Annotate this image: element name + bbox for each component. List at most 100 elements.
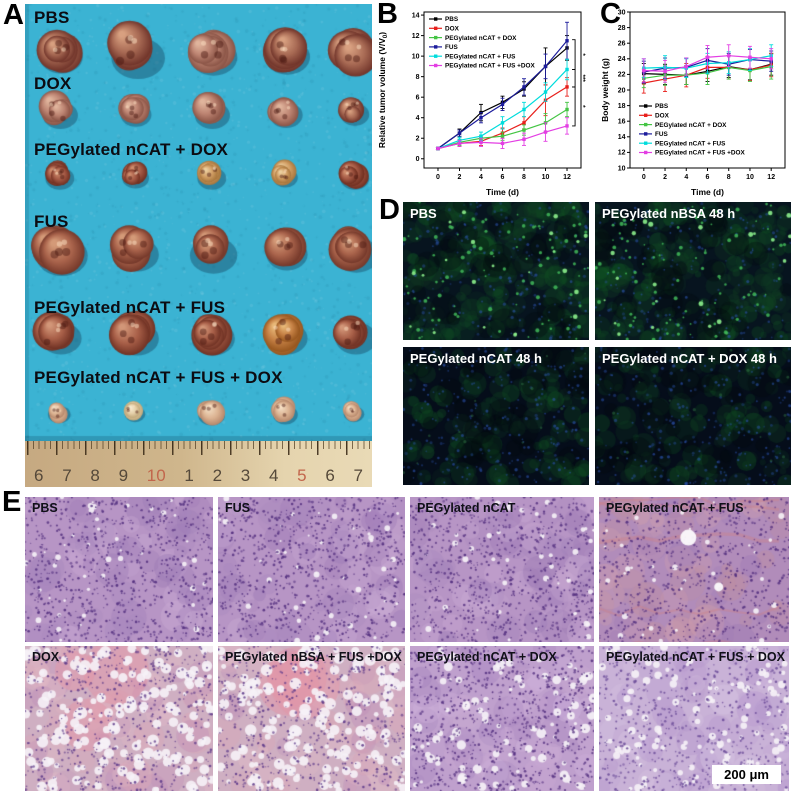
ruler-number: 8 [90, 466, 100, 485]
data-point-marker [522, 107, 526, 112]
treatment-group-label: PEGylated nCAT + FUS + DOX [34, 368, 283, 387]
fluorescence-tile: PBS [403, 202, 589, 340]
tumor-photo: PBS DOX PEGylated nCAT + DOX FUS PEGylated n… [25, 4, 372, 487]
histology-image [218, 497, 405, 642]
fluorescence-tile: PEGylated nCAT + DOX 48 h [595, 347, 791, 485]
ruler-number: 6 [325, 466, 335, 485]
data-point-marker [479, 116, 483, 120]
tile-label: PEGylated nCAT + FUS + DOX [606, 650, 785, 664]
tile-label: PEGylated nCAT + DOX 48 h [602, 351, 777, 366]
tumor-volume-chart: 0 2 4 6 8 10 12 0 2 4 6 8 10 12 14 Time (d) Relative tum… [377, 11, 586, 197]
legend-entry: DOX [445, 26, 460, 33]
data-point-marker [500, 102, 505, 107]
ruler-number: 1 [184, 466, 194, 485]
x-tick-label: 2 [663, 174, 667, 181]
tumor-photo-canvas [25, 4, 372, 441]
y-tick-label: 16 [618, 119, 626, 126]
ruler-number: 4 [268, 466, 279, 485]
histology-tile: FUS [218, 497, 405, 642]
data-point-marker [684, 64, 688, 69]
x-tick-label: 4 [684, 174, 688, 181]
data-point-marker [565, 107, 569, 112]
x-tick-label: 12 [767, 174, 775, 181]
significance-marker: * [579, 105, 586, 108]
histology-image [25, 497, 213, 642]
y-tick-label: 28 [618, 25, 626, 32]
y-tick-label: 10 [412, 53, 420, 60]
x-axis-label: Time (d) [691, 187, 724, 197]
data-point-marker [522, 85, 526, 89]
fluorescence-tile: PEGylated nCAT 48 h [403, 347, 589, 485]
tile-label: PEGylated nCAT 48 h [410, 351, 542, 366]
fluorescence-tile: PEGylated nBSA 48 h [595, 202, 791, 340]
y-tick-label: 26 [618, 41, 626, 48]
data-point-marker [727, 53, 731, 58]
ruler-number: 6 [34, 466, 44, 485]
data-point-marker [663, 69, 667, 73]
fluorescence-image [595, 202, 791, 340]
y-axis-label: Relative tumor volume (V/V0) [377, 32, 389, 148]
legend-entry: FUS [655, 131, 669, 138]
fluorescence-image [595, 347, 791, 485]
legend-entry: PEGylated nCAT + FUS [655, 140, 726, 147]
y-tick-label: 14 [618, 134, 626, 141]
legend-entry: PBS [655, 103, 669, 110]
ruler-number: 5 [297, 466, 307, 485]
ruler-number: 3 [240, 466, 251, 485]
legend-entry: PEGylated nCAT + FUS +DOX [445, 63, 535, 70]
x-tick-label: 8 [727, 174, 731, 181]
panel-b-label: B [377, 0, 398, 30]
y-tick-label: 20 [618, 87, 626, 94]
y-axis-label: Body weight (g) [600, 58, 610, 122]
data-point-marker [565, 67, 569, 72]
treatment-group-label: PBS [34, 8, 70, 27]
tile-label: PBS [32, 501, 58, 515]
y-tick-label: 22 [618, 72, 626, 79]
data-point-marker [543, 64, 548, 69]
y-tick-label: 0 [416, 156, 420, 163]
data-point-marker [522, 121, 526, 125]
data-point-marker [748, 55, 752, 59]
histology-image [599, 497, 789, 642]
histology-grid: PBS FUS PEGylated nCAT PEGylated nCAT + FUS… [25, 497, 789, 791]
scale-bar: 200 μm [712, 765, 781, 784]
histology-tile: DOX [25, 646, 213, 791]
data-point-marker [705, 55, 710, 59]
y-tick-label: 10 [618, 165, 626, 172]
data-point-marker [543, 90, 548, 94]
y-tick-label: 12 [412, 33, 420, 40]
x-tick-label: 8 [522, 174, 526, 181]
legend-entry: PEGylated nCAT + FUS [445, 53, 516, 60]
data-point-marker [457, 141, 462, 146]
x-tick-label: 10 [542, 174, 550, 181]
fluorescence-image [403, 347, 589, 485]
histology-tile: PBS [25, 497, 213, 642]
y-tick-label: 4 [416, 115, 420, 122]
x-tick-label: 10 [746, 174, 754, 181]
data-point-marker [522, 128, 526, 132]
panel-c-label: C [600, 0, 621, 30]
tile-label: PEGylated nBSA 48 h [602, 206, 736, 221]
x-tick-label: 0 [642, 174, 646, 181]
histology-image [410, 497, 594, 642]
tile-label: DOX [32, 650, 60, 664]
histology-tile: PEGylated nCAT + DOX [410, 646, 594, 791]
ruler-number: 7 [353, 466, 363, 485]
tile-label: PEGylated nCAT [417, 501, 516, 515]
panel-e-label: E [2, 486, 22, 518]
data-point-marker [479, 134, 483, 138]
x-tick-label: 12 [563, 174, 571, 181]
significance-marker: *** [579, 74, 586, 82]
ruler-cm-ticks [27, 441, 372, 455]
treatment-group-label: DOX [34, 74, 72, 93]
tile-label: PEGylated nBSA + FUS +DOX [225, 650, 402, 664]
histology-tile: PEGylated nBSA + FUS +DOX [218, 646, 405, 791]
data-point-marker [479, 140, 483, 145]
histology-image [25, 646, 213, 791]
fluorescence-grid: PBS PEGylated nBSA 48 h PEGylated nCAT 48 … [403, 202, 791, 485]
x-tick-label: 6 [501, 174, 505, 181]
data-point-marker [769, 57, 773, 61]
legend-entry: PEGylated nCAT + DOX [655, 122, 727, 129]
